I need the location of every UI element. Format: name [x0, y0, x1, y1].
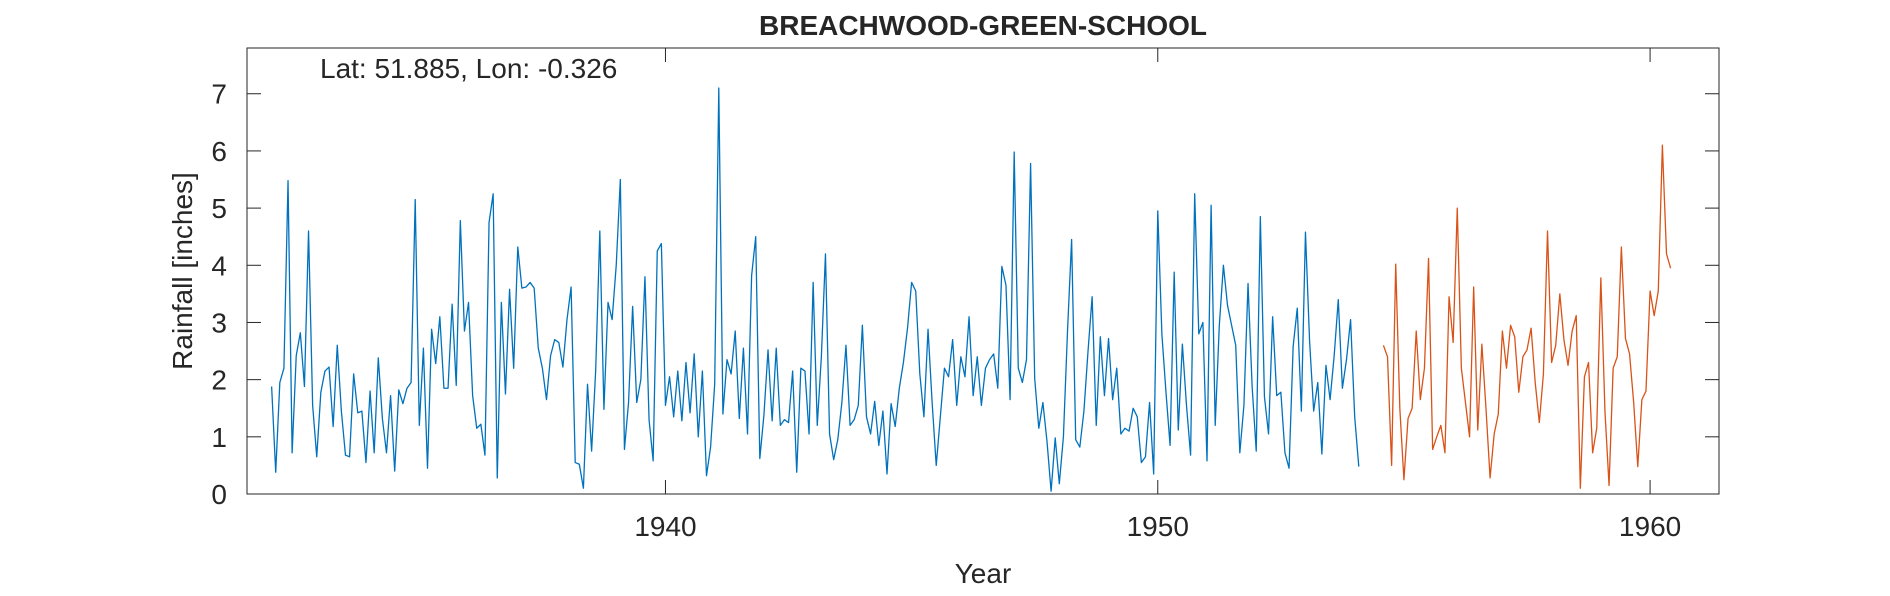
y-tick-label: 6 [211, 136, 227, 167]
y-ticks: 0 1 2 3 4 5 6 7 [211, 79, 1719, 510]
y-axis-label: Rainfall [inches] [167, 172, 198, 370]
x-tick-label: 1960 [1619, 511, 1681, 542]
series-layer [270, 87, 1672, 492]
axes-box [246, 47, 1720, 495]
y-tick-label: 7 [211, 79, 227, 110]
chart-title: BREACHWOOD-GREEN-SCHOOL [759, 10, 1207, 41]
y-tick-label: 3 [211, 307, 227, 338]
y-tick-label: 4 [211, 250, 227, 281]
y-tick-label: 2 [211, 365, 227, 396]
location-annotation: Lat: 51.885, Lon: -0.326 [320, 53, 617, 84]
y-tick-label: 1 [211, 422, 227, 453]
x-tick-label: 1950 [1127, 511, 1189, 542]
x-ticks: 1940 1950 1960 [634, 48, 1681, 542]
y-tick-label: 5 [211, 193, 227, 224]
y-tick-label: 0 [211, 479, 227, 510]
x-tick-label: 1940 [634, 511, 696, 542]
x-axis-label: Year [955, 558, 1012, 589]
series-line-1 [270, 87, 1360, 492]
series-line-2 [1382, 144, 1672, 489]
